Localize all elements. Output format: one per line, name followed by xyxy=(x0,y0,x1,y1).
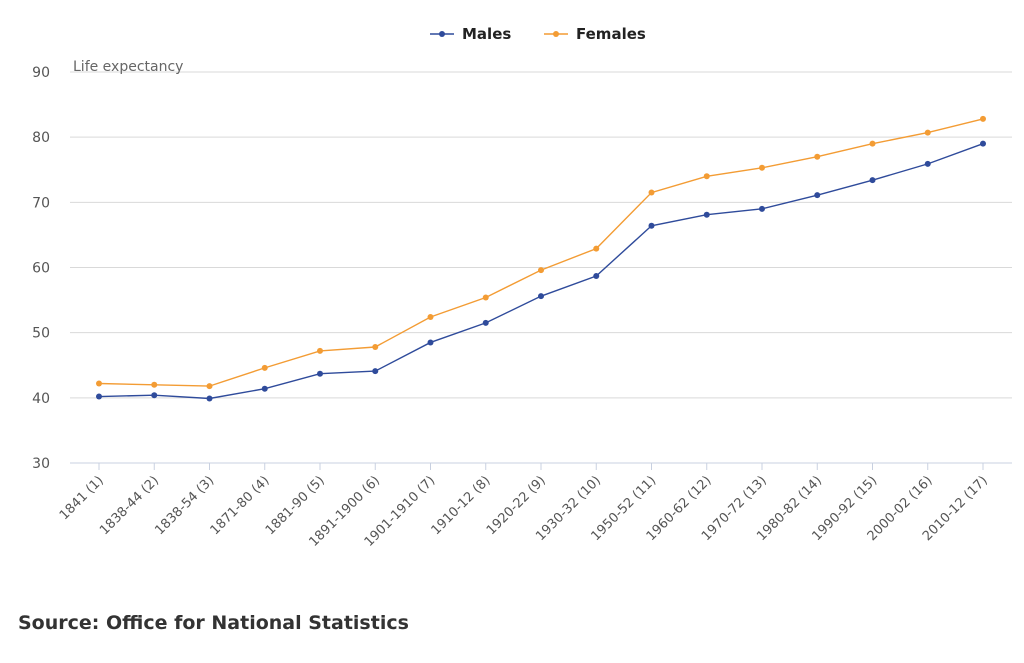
data-point xyxy=(759,205,765,212)
legend-marker xyxy=(553,31,559,37)
data-point xyxy=(538,267,544,274)
data-point xyxy=(869,140,876,147)
legend-item-females: Females xyxy=(544,25,646,43)
data-point xyxy=(206,383,213,390)
data-point xyxy=(593,245,600,252)
data-point xyxy=(703,211,710,218)
data-point xyxy=(648,222,655,229)
data-point xyxy=(924,160,931,167)
x-tick-label: 1841 (1) xyxy=(57,473,107,523)
series-females xyxy=(96,115,986,390)
data-point xyxy=(924,129,931,136)
data-point xyxy=(372,368,379,375)
legend-item-males: Males xyxy=(430,25,511,43)
data-point xyxy=(648,189,655,196)
data-point xyxy=(703,173,710,180)
data-point xyxy=(372,344,379,351)
series-line-females xyxy=(98,118,984,387)
data-point xyxy=(759,164,765,171)
data-point xyxy=(980,115,986,122)
y-tick-label: 70 xyxy=(32,195,50,211)
legend-label: Females xyxy=(576,25,646,43)
data-point xyxy=(980,140,986,147)
data-point xyxy=(593,272,600,279)
source-note: Source: Office for National Statistics xyxy=(18,612,409,634)
data-point xyxy=(427,339,434,346)
life-expectancy-chart: Males Females 30 40 50 60 70 80 90 Life expecta… xyxy=(32,25,1012,550)
chart-legend: Males Females xyxy=(430,25,646,43)
x-axis: 1841 (1)1838-44 (2)1838-54 (3)1871-80 (4… xyxy=(57,462,1012,550)
data-point xyxy=(869,177,876,184)
y-tick-label: 30 xyxy=(32,456,50,472)
data-point xyxy=(261,364,268,371)
data-point xyxy=(151,392,158,399)
y-tick-label: 60 xyxy=(32,261,50,277)
y-axis-title: Life expectancy xyxy=(73,59,183,75)
y-axis-ticks: 30 40 50 60 70 80 90 xyxy=(32,65,50,472)
data-point xyxy=(482,294,489,301)
y-tick-label: 80 xyxy=(32,130,50,146)
data-point xyxy=(261,385,268,392)
data-point xyxy=(814,192,821,199)
y-tick-label: 50 xyxy=(32,326,50,342)
data-point xyxy=(427,314,434,321)
chart-grid xyxy=(70,71,1012,399)
chart-series xyxy=(96,115,986,402)
data-point xyxy=(317,370,323,377)
legend-marker xyxy=(439,31,445,37)
data-point xyxy=(814,153,821,160)
data-point xyxy=(482,319,489,326)
series-males xyxy=(96,140,986,402)
data-point xyxy=(96,393,102,400)
legend-label: Males xyxy=(462,25,511,43)
data-point xyxy=(206,395,213,402)
data-point xyxy=(538,293,544,300)
y-tick-label: 90 xyxy=(32,65,50,81)
data-point xyxy=(317,347,323,354)
data-point xyxy=(151,381,158,388)
data-point xyxy=(96,380,102,387)
y-tick-label: 40 xyxy=(32,391,50,407)
